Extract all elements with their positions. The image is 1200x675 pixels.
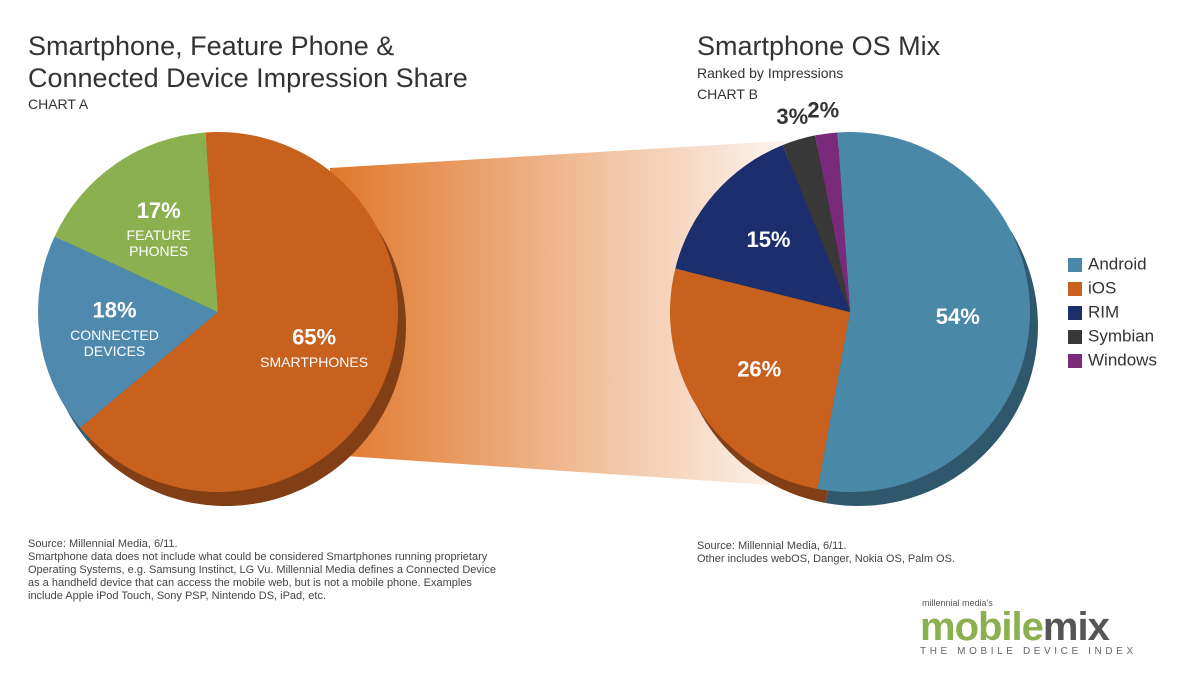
value-label: 2% [807, 98, 839, 123]
logo-name: mobilemix [920, 605, 1170, 649]
connector-band [330, 140, 800, 485]
legend-swatch [1068, 354, 1082, 368]
category-label: SMARTPHONES [260, 353, 368, 369]
chart-b-label: CHART B [697, 86, 758, 102]
legend-label: RIM [1088, 302, 1119, 321]
logo-tagline: THE MOBILE DEVICE INDEX [920, 646, 1137, 657]
slice [675, 145, 850, 312]
chart-b-title: Smartphone OS Mix [697, 31, 941, 61]
value-label: 54% [936, 304, 980, 329]
slice [80, 132, 398, 493]
legend-swatch [1068, 330, 1082, 344]
slice [815, 132, 850, 312]
value-label: 15% [746, 227, 790, 252]
legend-swatch [1068, 306, 1082, 320]
slice [37, 236, 218, 428]
legend-swatch [1068, 282, 1082, 296]
legend-swatch [1068, 258, 1082, 272]
logo-kicker: millennial media's [922, 598, 993, 608]
chart-b-footnote: Source: Millennial Media, 6/11. Other in… [697, 540, 997, 566]
legend-label: Symbian [1088, 326, 1154, 345]
category-label-line: PHONES [129, 243, 188, 259]
source: Source: Millennial Media, 6/11. [697, 540, 847, 552]
value-label: 26% [737, 356, 781, 381]
slice [670, 268, 850, 490]
slice [54, 132, 219, 312]
value-label: 18% [92, 298, 136, 323]
category-label-line: DEVICES [84, 343, 145, 359]
category-label-line: FEATURE [127, 227, 191, 243]
legend-label: Android [1088, 254, 1147, 273]
chart-b-subtitle: Ranked by Impressions [697, 65, 844, 81]
chart-a-footnote: Source: Millennial Media, 6/11. Smartpho… [28, 538, 508, 603]
value-label: 65% [292, 325, 336, 350]
slice [782, 135, 850, 312]
logo-name-first: mobile [920, 605, 1044, 649]
slice [817, 132, 1030, 493]
category-label-line: SMARTPHONES [260, 353, 368, 369]
note: Smartphone data does not include what co… [28, 551, 496, 602]
category-label: CONNECTED DEVICES [70, 327, 159, 359]
category-label-line: CONNECTED [70, 327, 159, 343]
legend-label: iOS [1088, 278, 1116, 297]
legend-label: Windows [1088, 350, 1157, 369]
note: Other includes webOS, Danger, Nokia OS, … [697, 553, 956, 565]
chart-a-label: CHART A [28, 96, 89, 112]
source: Source: Millennial Media, 6/11. [28, 538, 178, 550]
logo-name-second: mix [1042, 605, 1110, 649]
chart-a-title: Smartphone, Feature Phone & Connected De… [28, 31, 468, 93]
value-label: 3% [776, 104, 808, 129]
logo: millennial media's mobilemix THE MOBILE … [920, 598, 1170, 657]
category-label: FEATURE PHONES [127, 227, 191, 259]
value-label: 17% [137, 198, 181, 223]
